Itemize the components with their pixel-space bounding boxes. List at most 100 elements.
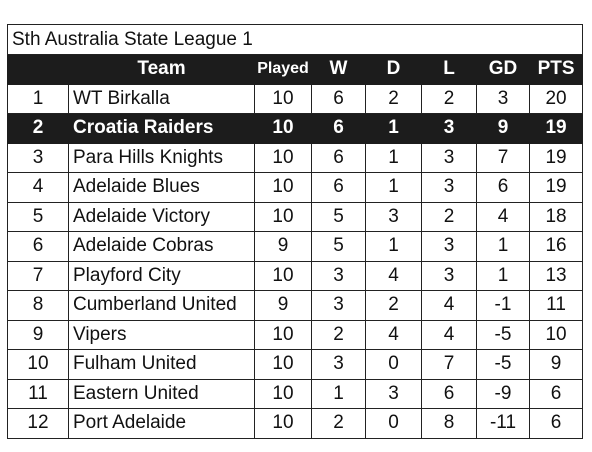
table-row: 11 Eastern United 10 1 3 6 -9 6	[7, 378, 584, 409]
cell-played: 10	[254, 201, 312, 232]
cell-d: 3	[365, 378, 422, 409]
cell-pos: 7	[7, 260, 69, 291]
cell-team: Cumberland United	[68, 290, 255, 321]
cell-w: 3	[311, 260, 366, 291]
cell-pts: 19	[528, 113, 584, 144]
cell-pos: 1	[7, 83, 69, 114]
cell-gd: 1	[476, 260, 530, 291]
cell-played: 10	[254, 172, 312, 203]
cell-played: 10	[254, 349, 312, 380]
cell-gd: -5	[476, 319, 530, 350]
cell-pts: 19	[528, 172, 584, 203]
table-title-row: Sth Australia State League 1	[6, 24, 584, 55]
cell-pts: 9	[528, 349, 584, 380]
cell-played: 10	[254, 408, 312, 439]
table-body: 1 WT Birkalla 10 6 2 2 3 20 2 Croatia Raiders 10 6 1…	[7, 83, 584, 439]
cell-l: 3	[421, 231, 477, 262]
cell-pts: 16	[528, 231, 584, 262]
cell-gd: 9	[476, 113, 530, 144]
league-table: Sth Australia State League 1 Team Played…	[6, 24, 584, 439]
cell-pts: 19	[528, 142, 584, 173]
cell-d: 0	[365, 349, 422, 380]
cell-pos: 5	[7, 201, 69, 232]
cell-pts: 11	[528, 290, 584, 321]
cell-pts: 10	[528, 319, 584, 350]
header-w: W	[311, 54, 366, 85]
table-row: 3 Para Hills Knights 10 6 1 3 7 19	[7, 142, 584, 173]
cell-gd: 3	[476, 83, 530, 114]
cell-d: 3	[365, 201, 422, 232]
cell-team: Adelaide Blues	[68, 172, 255, 203]
cell-team: Adelaide Cobras	[68, 231, 255, 262]
cell-l: 2	[421, 201, 477, 232]
cell-gd: -5	[476, 349, 530, 380]
cell-d: 4	[365, 319, 422, 350]
cell-team: Fulham United	[68, 349, 255, 380]
cell-w: 5	[311, 231, 366, 262]
cell-pts: 13	[528, 260, 584, 291]
cell-d: 4	[365, 260, 422, 291]
cell-pos: 2	[7, 113, 69, 144]
cell-pos: 11	[7, 378, 69, 409]
cell-gd: -1	[476, 290, 530, 321]
cell-d: 1	[365, 113, 422, 144]
cell-played: 10	[254, 260, 312, 291]
table-row: 8 Cumberland United 9 3 2 4 -1 11	[7, 290, 584, 321]
header-team: Team	[68, 54, 255, 85]
cell-d: 0	[365, 408, 422, 439]
cell-gd: 1	[476, 231, 530, 262]
cell-pts: 18	[528, 201, 584, 232]
cell-team: Port Adelaide	[68, 408, 255, 439]
cell-team: Playford City	[68, 260, 255, 291]
header-d: D	[365, 54, 422, 85]
cell-pos: 4	[7, 172, 69, 203]
cell-team: Para Hills Knights	[68, 142, 255, 173]
table-header-row: Team Played W D L GD PTS	[7, 54, 584, 85]
table-title: Sth Australia State League 1	[6, 24, 584, 55]
cell-gd: -9	[476, 378, 530, 409]
cell-pos: 3	[7, 142, 69, 173]
cell-w: 2	[311, 408, 366, 439]
cell-gd: -11	[476, 408, 530, 439]
cell-played: 10	[254, 378, 312, 409]
cell-l: 3	[421, 113, 477, 144]
cell-team: WT Birkalla	[68, 83, 255, 114]
table-row: 7 Playford City 10 3 4 3 1 13	[7, 260, 584, 291]
table-row: 12 Port Adelaide 10 2 0 8 -11 6	[7, 408, 584, 439]
cell-l: 2	[421, 83, 477, 114]
header-l: L	[421, 54, 477, 85]
cell-w: 6	[311, 113, 366, 144]
cell-pts: 20	[528, 83, 584, 114]
cell-l: 3	[421, 142, 477, 173]
cell-played: 10	[254, 319, 312, 350]
cell-w: 1	[311, 378, 366, 409]
cell-w: 6	[311, 172, 366, 203]
cell-d: 2	[365, 83, 422, 114]
cell-team: Eastern United	[68, 378, 255, 409]
table-row: 1 WT Birkalla 10 6 2 2 3 20	[7, 83, 584, 114]
cell-pts: 6	[528, 378, 584, 409]
cell-l: 6	[421, 378, 477, 409]
header-pts: PTS	[528, 54, 584, 85]
table-row: 9 Vipers 10 2 4 4 -5 10	[7, 319, 584, 350]
table-row: 6 Adelaide Cobras 9 5 1 3 1 16	[7, 231, 584, 262]
cell-d: 2	[365, 290, 422, 321]
header-played: Played	[254, 54, 312, 85]
table-row: 2 Croatia Raiders 10 6 1 3 9 19	[7, 113, 584, 144]
cell-w: 5	[311, 201, 366, 232]
cell-d: 1	[365, 172, 422, 203]
cell-w: 6	[311, 83, 366, 114]
cell-w: 6	[311, 142, 366, 173]
cell-pts: 6	[528, 408, 584, 439]
header-pos	[7, 54, 69, 85]
cell-pos: 6	[7, 231, 69, 262]
cell-gd: 6	[476, 172, 530, 203]
cell-w: 3	[311, 290, 366, 321]
cell-l: 7	[421, 349, 477, 380]
cell-d: 1	[365, 142, 422, 173]
cell-pos: 8	[7, 290, 69, 321]
cell-l: 8	[421, 408, 477, 439]
cell-pos: 12	[7, 408, 69, 439]
table-row: 4 Adelaide Blues 10 6 1 3 6 19	[7, 172, 584, 203]
cell-played: 9	[254, 231, 312, 262]
